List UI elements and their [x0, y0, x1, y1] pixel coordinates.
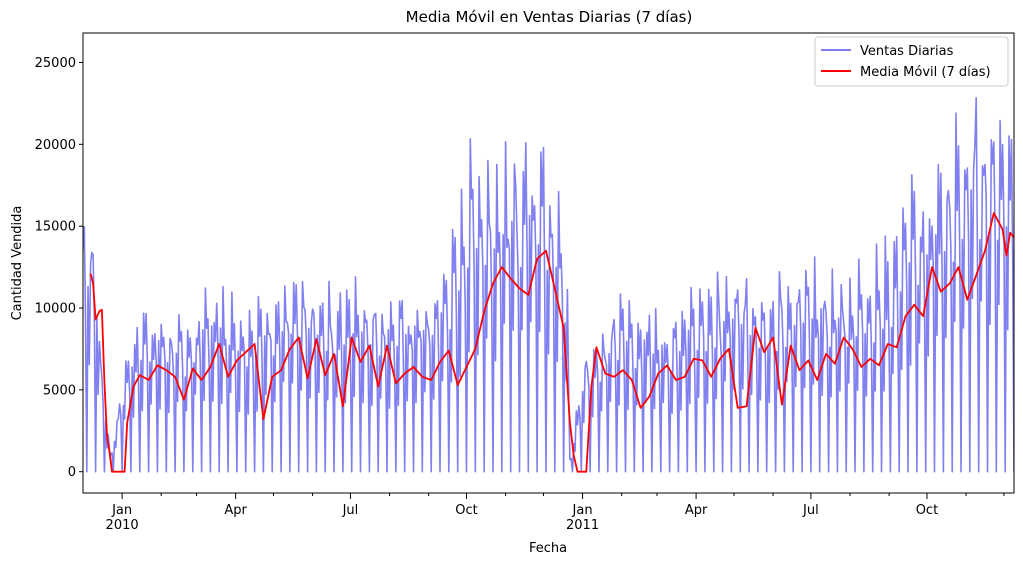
- y-tick-label: 20000: [35, 138, 76, 153]
- x-tick-label: Apr: [224, 503, 247, 518]
- legend-box: [814, 36, 1009, 87]
- moving-average-line: [89, 212, 1014, 473]
- x-tick-label: Oct: [916, 503, 938, 518]
- y-axis: 0 5000 10000 15000 20000 25000: [35, 56, 83, 480]
- x-tick-label: Jul: [342, 503, 359, 518]
- plot-frame: [82, 32, 1015, 494]
- x-axis-label: Fecha: [529, 541, 567, 556]
- y-tick-label: 15000: [35, 220, 76, 235]
- x-tick-label: Jan: [111, 503, 132, 518]
- x-tick-label: Jan: [572, 503, 593, 518]
- y-tick-label: 25000: [35, 56, 76, 71]
- legend-label-media-movil: Media Móvil (7 días): [860, 65, 991, 80]
- x-tick-label: Oct: [455, 503, 477, 518]
- y-axis-label: Cantidad Vendida: [10, 206, 25, 321]
- daily-sales-line: [83, 97, 1014, 473]
- y-tick-label: 10000: [35, 302, 76, 317]
- legend-label-ventas-diarias: Ventas Diarias: [860, 44, 954, 59]
- y-tick-label: 5000: [43, 383, 76, 398]
- chart-title: Media Móvil en Ventas Diarias (7 días): [406, 8, 693, 26]
- y-tick-label: 0: [68, 465, 76, 480]
- x-tick-label: Jul: [802, 503, 819, 518]
- x-tick-year-label: 2010: [106, 518, 139, 533]
- x-tick-year-label: 2011: [566, 518, 599, 533]
- x-tick-label: Apr: [685, 503, 708, 518]
- legend: Ventas Diarias Media Móvil (7 días): [814, 36, 1009, 87]
- series-layer: [83, 97, 1014, 473]
